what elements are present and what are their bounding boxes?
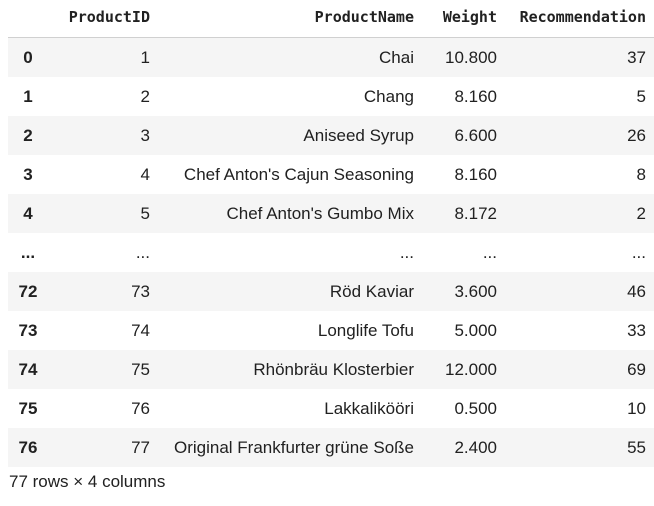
cell-productname: Chang — [363, 86, 414, 106]
cell-productid: 2 — [140, 86, 150, 106]
column-header-productname: ProductName — [158, 0, 422, 38]
cell-weight: 2.400 — [454, 437, 497, 457]
cell-weight: 3.600 — [454, 281, 497, 301]
cell-productname: Rhönbräu Klosterbier — [253, 359, 414, 379]
column-header-productid: ProductID — [48, 0, 158, 38]
cell-recommendation: ... — [631, 242, 646, 262]
column-header-weight: Weight — [422, 0, 505, 38]
cell-recommendation: 37 — [627, 47, 646, 67]
table-row: 2 3 Aniseed Syrup 6.600 26 — [8, 116, 654, 155]
row-index: 74 — [18, 359, 38, 379]
row-index: 1 — [23, 86, 33, 106]
cell-productname: Longlife Tofu — [317, 320, 414, 340]
cell-recommendation: 33 — [627, 320, 646, 340]
table-row: 76 77 Original Frankfurter grüne Soße 2.400… — [8, 428, 654, 467]
cell-productid: 5 — [140, 203, 150, 223]
cell-productname: Chef Anton's Cajun Seasoning — [183, 164, 414, 184]
row-index: 2 — [23, 125, 33, 145]
cell-recommendation: 2 — [636, 203, 646, 223]
row-index: 75 — [18, 398, 38, 418]
row-index: 73 — [18, 320, 38, 340]
cell-recommendation: 26 — [627, 125, 646, 145]
cell-recommendation: 69 — [627, 359, 646, 379]
cell-productname: Original Frankfurter grüne Soße — [174, 437, 414, 457]
row-index: ... — [20, 242, 36, 262]
cell-productid: 1 — [140, 47, 150, 67]
cell-recommendation: 8 — [636, 164, 646, 184]
row-index: 76 — [18, 437, 38, 457]
table-row: 72 73 Röd Kaviar 3.600 46 — [8, 272, 654, 311]
index-header — [8, 0, 48, 38]
dataframe-output: ProductID ProductName Weight Recommendat… — [8, 0, 654, 467]
cell-weight: 8.160 — [454, 86, 497, 106]
cell-productname: Röd Kaviar — [329, 281, 414, 301]
cell-recommendation: 10 — [627, 398, 646, 418]
table-row: ............... — [8, 233, 654, 272]
cell-weight: 10.800 — [445, 47, 497, 67]
cell-productname: ... — [399, 242, 414, 262]
table-row: 3 4 Chef Anton's Cajun Seasoning 8.160 8 — [8, 155, 654, 194]
cell-productname: Lakkalikööri — [324, 398, 414, 418]
dataframe-table: ProductID ProductName Weight Recommendat… — [8, 0, 654, 467]
cell-productid: 74 — [131, 320, 150, 340]
cell-productname: Chai — [379, 47, 414, 67]
cell-weight: 6.600 — [454, 125, 497, 145]
cell-weight: 12.000 — [445, 359, 497, 379]
table-row: 74 75 Rhönbräu Klosterbier 12.000 69 — [8, 350, 654, 389]
cell-recommendation: 5 — [636, 86, 646, 106]
cell-productname: Aniseed Syrup — [303, 125, 414, 145]
cell-productid: 73 — [131, 281, 150, 301]
cell-weight: 5.000 — [454, 320, 497, 340]
table-row: 75 76 Lakkalikööri 0.500 10 — [8, 389, 654, 428]
cell-productname: Chef Anton's Gumbo Mix — [226, 203, 415, 223]
cell-recommendation: 46 — [627, 281, 646, 301]
cell-weight: 0.500 — [454, 398, 497, 418]
row-index: 3 — [23, 164, 33, 184]
header-row: ProductID ProductName Weight Recommendat… — [8, 0, 654, 38]
table-header: ProductID ProductName Weight Recommendat… — [8, 0, 654, 38]
column-header-recommendation: Recommendation — [505, 0, 654, 38]
cell-productid: 77 — [131, 437, 150, 457]
cell-productid: 3 — [140, 125, 150, 145]
cell-productid: 4 — [140, 164, 150, 184]
table-row: 0 1 Chai 10.800 37 — [8, 37, 654, 77]
row-index: 72 — [18, 281, 38, 301]
cell-weight: ... — [482, 242, 497, 262]
table-row: 73 74 Longlife Tofu 5.000 33 — [8, 311, 654, 350]
cell-productid: ... — [135, 242, 150, 262]
cell-productid: 75 — [131, 359, 150, 379]
cell-productid: 76 — [131, 398, 150, 418]
row-index: 0 — [23, 47, 33, 67]
dataframe-shape-note: 77 rows × 4 columns — [9, 472, 166, 491]
table-row: 1 2 Chang 8.160 5 — [8, 77, 654, 116]
cell-weight: 8.172 — [454, 203, 497, 223]
table-row: 4 5 Chef Anton's Gumbo Mix 8.172 2 — [8, 194, 654, 233]
cell-weight: 8.160 — [454, 164, 497, 184]
cell-recommendation: 55 — [627, 437, 646, 457]
row-index: 4 — [23, 203, 33, 223]
table-body: 0 1 Chai 10.800 37 1 2 Chang 8.160 5 2 3 Aniseed Syr… — [8, 37, 654, 467]
